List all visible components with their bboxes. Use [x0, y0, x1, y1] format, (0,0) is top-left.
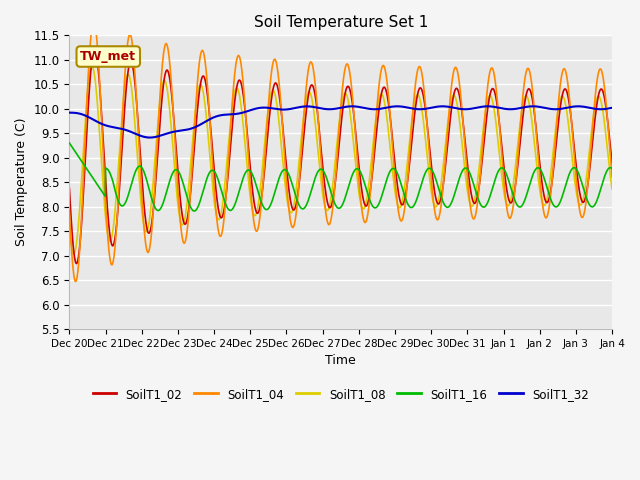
X-axis label: Time: Time — [325, 354, 356, 367]
Y-axis label: Soil Temperature (C): Soil Temperature (C) — [15, 118, 28, 246]
Legend: SoilT1_02, SoilT1_04, SoilT1_08, SoilT1_16, SoilT1_32: SoilT1_02, SoilT1_04, SoilT1_08, SoilT1_… — [88, 383, 593, 405]
Text: TW_met: TW_met — [80, 50, 136, 63]
Title: Soil Temperature Set 1: Soil Temperature Set 1 — [253, 15, 428, 30]
